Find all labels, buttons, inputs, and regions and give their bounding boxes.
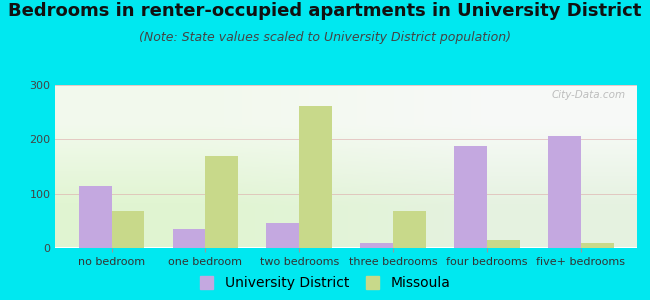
Text: City-Data.com: City-Data.com [551,90,625,100]
Bar [360,243,393,247]
Bar [487,241,520,248]
Bar [172,229,205,247]
Bar [454,146,487,248]
Bar [112,211,144,247]
Text: (Note: State values scaled to University District population): (Note: State values scaled to University… [139,32,511,44]
Bar [299,106,332,248]
Bar [580,243,614,247]
Bar [79,187,112,247]
Bar [548,136,580,247]
Bar [266,223,299,247]
Text: Bedrooms in renter-occupied apartments in University District: Bedrooms in renter-occupied apartments i… [8,2,642,20]
Legend: University District, Missoula: University District, Missoula [197,274,453,293]
Bar [205,156,238,248]
Bar [393,211,426,247]
